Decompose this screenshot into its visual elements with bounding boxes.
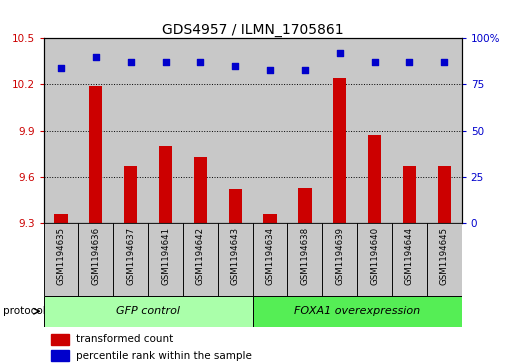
Bar — [229, 189, 242, 223]
Bar — [287, 38, 322, 223]
Bar — [44, 296, 252, 327]
Bar — [252, 38, 287, 223]
Text: protocol: protocol — [3, 306, 45, 316]
Title: GDS4957 / ILMN_1705861: GDS4957 / ILMN_1705861 — [162, 23, 344, 37]
Bar — [113, 38, 148, 223]
Point — [370, 59, 379, 65]
Bar — [427, 223, 462, 296]
Text: GSM1194643: GSM1194643 — [231, 227, 240, 285]
Point — [127, 59, 135, 65]
Bar — [287, 223, 322, 296]
Bar — [252, 296, 462, 327]
Bar — [148, 223, 183, 296]
Bar — [218, 38, 252, 223]
Point — [301, 67, 309, 73]
Point — [405, 59, 413, 65]
Point — [196, 59, 205, 65]
Text: GFP control: GFP control — [116, 306, 180, 316]
Point — [336, 50, 344, 56]
Point — [440, 59, 448, 65]
Bar — [148, 38, 183, 223]
Text: GSM1194637: GSM1194637 — [126, 227, 135, 285]
Bar — [78, 38, 113, 223]
Bar — [89, 86, 103, 223]
Text: FOXA1 overexpression: FOXA1 overexpression — [294, 306, 420, 316]
Bar — [298, 188, 311, 223]
Bar — [44, 38, 78, 223]
Text: GSM1194642: GSM1194642 — [196, 227, 205, 285]
Bar — [322, 223, 357, 296]
Bar — [333, 78, 346, 223]
Bar — [78, 223, 113, 296]
Text: GSM1194639: GSM1194639 — [336, 227, 344, 285]
Bar — [51, 334, 69, 345]
Bar — [438, 166, 451, 223]
Text: GSM1194638: GSM1194638 — [301, 227, 309, 285]
Text: GSM1194641: GSM1194641 — [161, 227, 170, 285]
Bar — [183, 38, 218, 223]
Bar — [368, 135, 381, 223]
Bar — [322, 38, 357, 223]
Text: percentile rank within the sample: percentile rank within the sample — [75, 351, 251, 361]
Point — [92, 54, 100, 60]
Bar — [51, 350, 69, 362]
Bar — [44, 223, 78, 296]
Point — [162, 59, 170, 65]
Bar — [113, 223, 148, 296]
Bar — [392, 38, 427, 223]
Bar — [357, 223, 392, 296]
Bar — [252, 223, 287, 296]
Bar — [264, 214, 277, 223]
Text: GSM1194645: GSM1194645 — [440, 227, 449, 285]
Bar — [392, 223, 427, 296]
Bar — [124, 166, 137, 223]
Bar — [427, 38, 462, 223]
Point — [266, 67, 274, 73]
Bar — [194, 157, 207, 223]
Point — [231, 63, 240, 69]
Point — [57, 65, 65, 71]
Bar — [159, 146, 172, 223]
Text: GSM1194635: GSM1194635 — [56, 227, 66, 285]
Text: transformed count: transformed count — [75, 334, 173, 344]
Bar — [183, 223, 218, 296]
Text: GSM1194644: GSM1194644 — [405, 227, 414, 285]
Bar — [218, 223, 252, 296]
Text: GSM1194634: GSM1194634 — [266, 227, 274, 285]
Bar — [54, 214, 68, 223]
Bar — [403, 166, 416, 223]
Text: GSM1194640: GSM1194640 — [370, 227, 379, 285]
Bar — [357, 38, 392, 223]
Text: GSM1194636: GSM1194636 — [91, 227, 101, 285]
